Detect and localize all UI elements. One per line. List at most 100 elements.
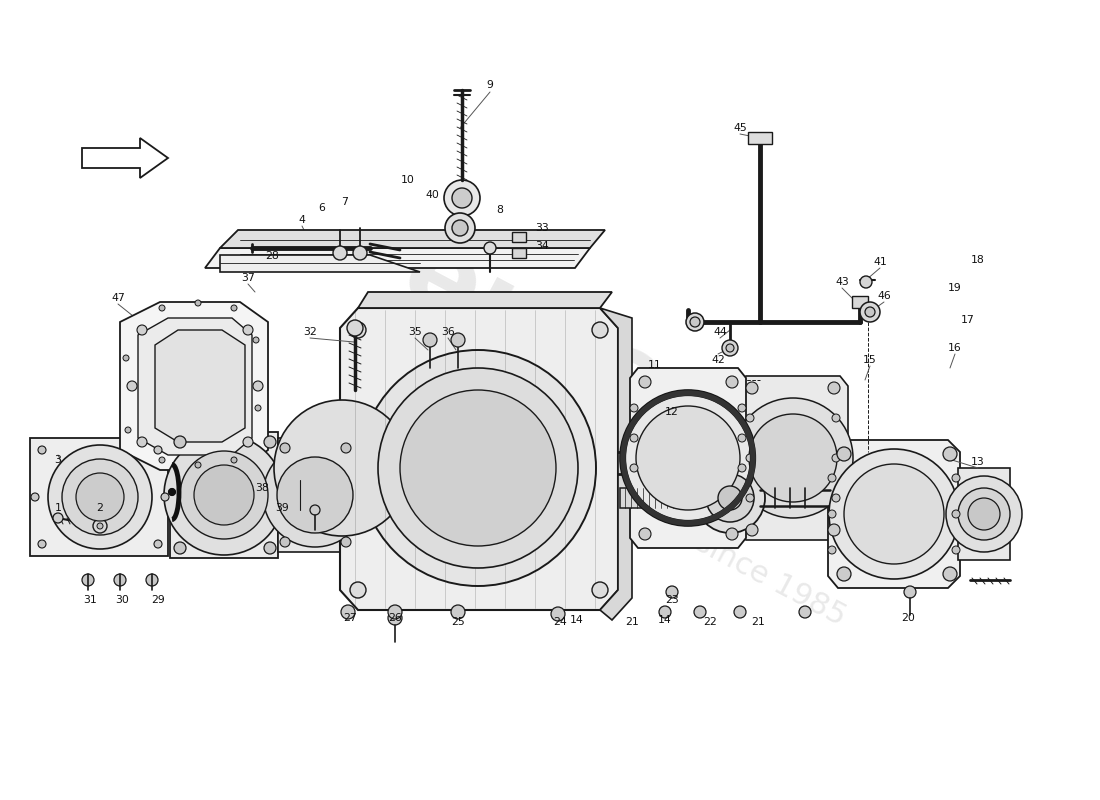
Circle shape bbox=[341, 605, 355, 619]
Text: 41: 41 bbox=[873, 257, 887, 267]
Circle shape bbox=[264, 542, 276, 554]
Polygon shape bbox=[30, 438, 168, 556]
Text: 45: 45 bbox=[733, 123, 747, 133]
Text: 14: 14 bbox=[658, 615, 672, 625]
Text: 10: 10 bbox=[402, 175, 415, 185]
Text: 17: 17 bbox=[961, 315, 975, 325]
Circle shape bbox=[828, 524, 840, 536]
Circle shape bbox=[686, 451, 710, 475]
Text: europarts: europarts bbox=[384, 218, 977, 602]
Polygon shape bbox=[278, 438, 352, 552]
Circle shape bbox=[333, 246, 346, 260]
Text: 28: 28 bbox=[265, 251, 279, 261]
Circle shape bbox=[686, 313, 704, 331]
Polygon shape bbox=[600, 308, 632, 620]
Text: 40: 40 bbox=[425, 190, 439, 200]
Bar bbox=[852, 296, 868, 308]
Circle shape bbox=[277, 457, 353, 533]
Circle shape bbox=[636, 406, 740, 510]
Text: 8: 8 bbox=[496, 205, 504, 215]
Circle shape bbox=[94, 519, 107, 533]
Circle shape bbox=[263, 443, 367, 547]
Circle shape bbox=[138, 437, 147, 447]
Circle shape bbox=[738, 464, 746, 472]
Circle shape bbox=[48, 445, 152, 549]
Polygon shape bbox=[155, 330, 245, 442]
Circle shape bbox=[952, 546, 960, 554]
Circle shape bbox=[360, 350, 596, 586]
Circle shape bbox=[243, 437, 253, 447]
Circle shape bbox=[726, 528, 738, 540]
Polygon shape bbox=[340, 308, 618, 610]
Text: 14: 14 bbox=[570, 615, 584, 625]
Circle shape bbox=[828, 382, 840, 394]
Circle shape bbox=[451, 333, 465, 347]
Text: 18: 18 bbox=[971, 255, 984, 265]
Text: 21: 21 bbox=[625, 617, 639, 627]
Circle shape bbox=[39, 540, 46, 548]
Text: 38: 38 bbox=[255, 483, 268, 493]
Circle shape bbox=[952, 474, 960, 482]
Text: 27: 27 bbox=[343, 613, 356, 623]
Circle shape bbox=[639, 528, 651, 540]
Bar bbox=[512, 232, 526, 242]
Text: 23: 23 bbox=[666, 595, 679, 605]
Polygon shape bbox=[828, 440, 960, 588]
Text: 31: 31 bbox=[84, 595, 97, 605]
Polygon shape bbox=[170, 432, 278, 558]
Text: 29: 29 bbox=[151, 595, 165, 605]
Text: 1: 1 bbox=[55, 503, 62, 513]
Circle shape bbox=[958, 488, 1010, 540]
Circle shape bbox=[170, 490, 174, 494]
Circle shape bbox=[865, 307, 874, 317]
Circle shape bbox=[123, 355, 129, 361]
Circle shape bbox=[76, 473, 124, 521]
Text: 32: 32 bbox=[304, 327, 317, 337]
Text: 4: 4 bbox=[298, 215, 306, 225]
Circle shape bbox=[341, 443, 351, 453]
Circle shape bbox=[39, 446, 46, 454]
Circle shape bbox=[180, 451, 268, 539]
Circle shape bbox=[746, 494, 754, 502]
Circle shape bbox=[138, 325, 147, 335]
Circle shape bbox=[630, 464, 638, 472]
Text: 11: 11 bbox=[648, 360, 662, 370]
Circle shape bbox=[274, 400, 410, 536]
Circle shape bbox=[154, 540, 162, 548]
Bar bbox=[512, 248, 526, 258]
Circle shape bbox=[726, 376, 738, 388]
Text: 22: 22 bbox=[703, 617, 717, 627]
Text: 25: 25 bbox=[451, 617, 465, 627]
Text: 46: 46 bbox=[877, 291, 891, 301]
Circle shape bbox=[592, 582, 608, 598]
Circle shape bbox=[444, 180, 480, 216]
Circle shape bbox=[253, 337, 258, 343]
Polygon shape bbox=[738, 376, 848, 540]
Circle shape bbox=[146, 574, 158, 586]
Circle shape bbox=[310, 505, 320, 515]
Circle shape bbox=[837, 447, 851, 461]
Text: 47: 47 bbox=[111, 293, 125, 303]
Circle shape bbox=[424, 333, 437, 347]
Circle shape bbox=[829, 449, 959, 579]
Circle shape bbox=[160, 305, 165, 311]
Circle shape bbox=[350, 582, 366, 598]
Circle shape bbox=[255, 405, 261, 411]
Circle shape bbox=[659, 606, 671, 618]
Circle shape bbox=[860, 276, 872, 288]
Circle shape bbox=[746, 414, 754, 422]
Circle shape bbox=[280, 443, 290, 453]
Circle shape bbox=[62, 459, 138, 535]
Circle shape bbox=[350, 322, 366, 338]
Bar bbox=[748, 132, 772, 144]
Polygon shape bbox=[630, 368, 746, 548]
Circle shape bbox=[738, 404, 746, 412]
Text: 13: 13 bbox=[971, 457, 984, 467]
Circle shape bbox=[746, 524, 758, 536]
Circle shape bbox=[161, 493, 169, 501]
Circle shape bbox=[943, 567, 957, 581]
Circle shape bbox=[253, 381, 263, 391]
Circle shape bbox=[694, 606, 706, 618]
Polygon shape bbox=[620, 488, 695, 508]
Text: 39: 39 bbox=[275, 503, 289, 513]
